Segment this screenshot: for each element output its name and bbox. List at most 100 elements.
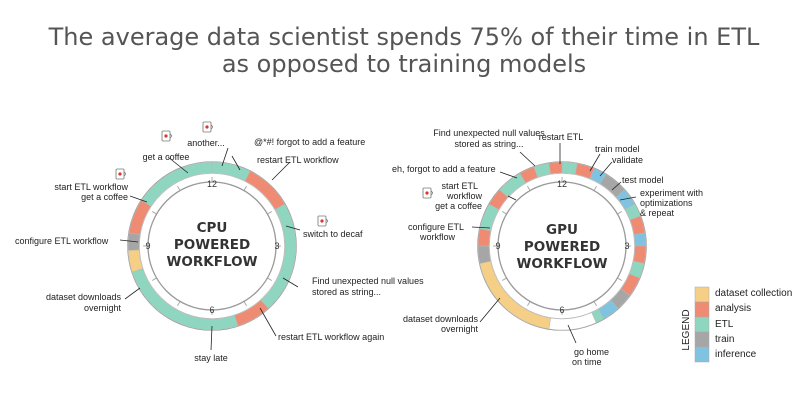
clock-tick (267, 211, 272, 215)
cpu-label-downloads-1: dataset downloads (46, 292, 122, 302)
clock-tick (243, 301, 247, 306)
cpu-coffee-cup-icon (202, 121, 213, 133)
legend-item-inference: inference (715, 349, 757, 360)
cpu-label-nulls-2: stored as string... (312, 287, 381, 297)
clock-tick (243, 186, 247, 191)
ring-segment-etl (260, 203, 297, 309)
gpu-label-validate: validate (612, 155, 643, 165)
legend-item-etl: ETL (715, 319, 734, 330)
clock-tick (617, 277, 622, 281)
title-line-1: The average data scientist spends 75% of… (48, 23, 760, 51)
legend-color-bar (694, 286, 710, 363)
clock-tick (152, 211, 157, 215)
cpu-label-forgot: @*#! forgot to add a feature (254, 137, 365, 147)
cpu-label-downloads-2: overnight (84, 303, 122, 313)
cpu-center-line-3: WORKFLOW (167, 254, 258, 270)
clock-tick (527, 301, 531, 306)
gpu-label-home-1: go home (574, 347, 609, 357)
gpu-label-train: train model (595, 144, 640, 154)
ring-outline (139, 173, 285, 319)
gpu-label-forgot: eh, forgot to add a feature (392, 164, 496, 174)
gpu-label-nulls-1: Find unexpected null values (433, 128, 545, 138)
cpu-coffee-cup-icon (317, 215, 328, 227)
cpu-label-start-1: start ETL workflow (54, 182, 128, 192)
ring-segment-etl (561, 161, 578, 175)
ring-outline (477, 161, 647, 331)
legend-swatch-etl (694, 316, 710, 333)
legend-item-dataset-collection: dataset collection (715, 288, 792, 299)
gpu-label-start-1: start ETL (441, 181, 478, 191)
ring-segment-etl (211, 161, 251, 182)
cpu-label-decaf: switch to decaf (303, 229, 363, 239)
cpu-label-coffee: get a coffee (143, 152, 190, 162)
gpu-hour-3: 3 (624, 241, 629, 251)
cpu-label-late: stay late (194, 353, 228, 363)
clock-tick (177, 186, 181, 191)
legend-swatch-dataset-collection (694, 286, 710, 303)
cpu-hour-3: 3 (274, 241, 279, 251)
cpu-hour-9: 9 (145, 241, 150, 251)
title-line-2: as opposed to training models (221, 50, 587, 78)
cpu-label-configure: configure ETL workflow (15, 236, 109, 246)
gpu-hour-12: 12 (557, 179, 567, 189)
gpu-label-experiment-1: experiment with (640, 188, 703, 198)
clock-tick (593, 301, 597, 306)
clock-tick (152, 277, 157, 281)
gpu-label-test: test model (622, 175, 664, 185)
clock-tick (502, 277, 507, 281)
ring-segment-train (477, 245, 491, 264)
legend-item-analysis: analysis (715, 303, 751, 314)
gpu-label-configure-2: workflow (419, 232, 456, 242)
ring-segment-analysis (477, 228, 491, 247)
gpu-label-experiment-2: optimizations (640, 198, 693, 208)
gpu-label-downloads-2: overnight (441, 324, 479, 334)
gpu-label-home-2: on time (572, 357, 602, 367)
gpu-label-configure-1: configure ETL (408, 222, 464, 232)
gpu-label-start-3: get a coffee (435, 201, 482, 211)
legend-item-train: train (715, 334, 734, 345)
cpu-center-line-2: POWERED (174, 237, 250, 253)
legend-swatch-inference (694, 346, 710, 363)
gpu-hour-6: 6 (559, 305, 564, 315)
cpu-coffee-cup-icon (161, 130, 172, 142)
gpu-label-restart: restart ETL (539, 132, 584, 142)
gpu-center-line-1: GPU (546, 222, 578, 238)
gpu-clock-ring (477, 161, 647, 331)
ring-segment-analysis (633, 245, 647, 264)
clock-tick (267, 277, 272, 281)
legend: LEGEND dataset collection analysis ETL t… (681, 286, 792, 363)
ring-segment-etl (131, 268, 239, 331)
cpu-clock-ring (127, 161, 297, 331)
cpu-label-another: another... (187, 138, 225, 148)
ring-segment-empty (548, 312, 597, 331)
clock-tick (617, 211, 622, 215)
cpu-hour-6: 6 (209, 305, 214, 315)
ring-outline (489, 173, 635, 319)
clock-tick (502, 211, 507, 215)
cpu-coffee-cup-icon (115, 168, 126, 180)
gpu-label-downloads-1: dataset downloads (403, 314, 479, 324)
clock-tick (177, 301, 181, 306)
ring-segment-analysis (244, 170, 286, 210)
cpu-label-start-2: get a coffee (81, 192, 128, 202)
cpu-hour-12: 12 (207, 179, 217, 189)
gpu-label-nulls-2: stored as string... (454, 139, 523, 149)
legend-swatch-analysis (694, 301, 710, 318)
gpu-label-start-2: workflow (446, 191, 483, 201)
legend-title: LEGEND (681, 309, 692, 350)
gpu-center-line-2: POWERED (524, 239, 600, 255)
ring-segment-inference (633, 232, 647, 247)
gpu-coffee-cup-icon (422, 187, 433, 199)
cpu-label-nulls-1: Find unexpected null values (312, 276, 424, 286)
gpu-label-experiment-3: & repeat (640, 208, 675, 218)
clock-tick (593, 186, 597, 191)
cpu-label-restart: restart ETL workflow (257, 155, 339, 165)
clock-tick (527, 186, 531, 191)
legend-swatch-train (694, 331, 710, 348)
cpu-center-line-1: CPU (197, 220, 228, 236)
gpu-hour-9: 9 (495, 241, 500, 251)
ring-segment-etl (141, 161, 213, 207)
ring-segment-analysis (548, 161, 563, 175)
gpu-center-line-3: WORKFLOW (517, 256, 608, 272)
